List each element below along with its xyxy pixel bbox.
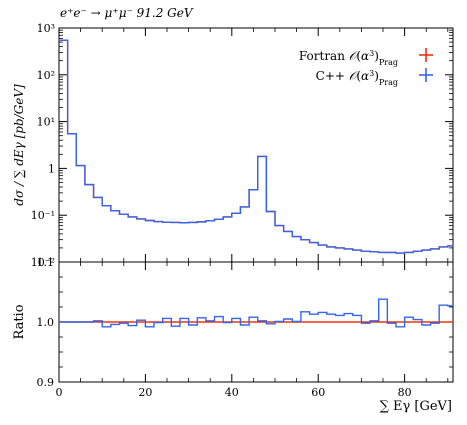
legend-sub-cpp: Prag — [379, 78, 398, 87]
legend-sub-fortran: Prag — [379, 58, 398, 67]
ratio-ticks: 0.9 1.0 1.1 0 20 40 60 80 — [37, 256, 453, 399]
xtick-label: 20 — [138, 386, 152, 399]
series-cpp-ratio — [59, 298, 453, 328]
main-ytick-label: 10² — [37, 69, 55, 82]
svg-text:C++ 𝒪(α3)Prag: C++ 𝒪(α3)Prag — [316, 69, 398, 87]
main-y-axis-label: dσ / ∑ dEγ [pb/GeV] — [12, 84, 26, 206]
series-cpp-main — [59, 39, 453, 254]
ratio-series-group — [59, 298, 453, 328]
xtick-label: 0 — [56, 386, 63, 399]
main-series-group — [59, 39, 453, 254]
chart-title: e⁺e⁻ → μ⁺μ⁻ 91.2 GeV — [60, 6, 194, 20]
ratio-y-axis-label: Ratio — [12, 304, 27, 339]
ratio-ytick-label: 0.9 — [37, 376, 55, 389]
main-ytick-label: 10⁻² — [31, 256, 55, 269]
main-ytick-label: 10³ — [37, 22, 55, 35]
legend: Fortran 𝒪(α3)Prag C++ 𝒪(α3)Prag — [299, 48, 433, 87]
legend-entry-cpp: C++ 𝒪(α3)Prag — [316, 68, 433, 87]
main-ytick-label: 10¹ — [37, 116, 55, 129]
legend-entry-fortran: Fortran 𝒪(α3)Prag — [299, 48, 433, 67]
xtick-label: 40 — [225, 386, 239, 399]
main-y-ticks: 10³ 10² 10¹ 1 10⁻¹ 10⁻² — [31, 22, 453, 382]
main-ytick-label: 10⁻¹ — [31, 209, 55, 222]
ratio-plot-panel: 0.9 1.0 1.1 0 20 40 60 80 Ratio ∑ Eγ [GeV] — [12, 256, 454, 414]
legend-label-cpp: C++ — [316, 69, 349, 83]
ratio-ytick-label: 1.1 — [37, 256, 55, 269]
series-fortran-main — [59, 39, 453, 254]
ratio-ytick-label: 1.0 — [37, 316, 55, 329]
xtick-label: 80 — [398, 386, 412, 399]
main-ytick-label: 1 — [48, 162, 55, 175]
x-axis-label: ∑ Eγ [GeV] — [380, 399, 452, 414]
legend-label-fortran: Fortran — [299, 49, 349, 63]
svg-text:Fortran 𝒪(α3)Prag: Fortran 𝒪(α3)Prag — [299, 49, 398, 67]
xtick-label: 60 — [311, 386, 325, 399]
